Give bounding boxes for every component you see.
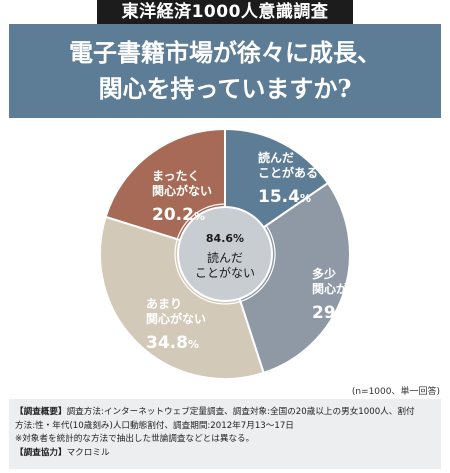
slice-value-unit: % <box>300 192 311 205</box>
overview-text-1: 調査方法:インターネットウェブ定量調査、調査対象:全国の20歳以上の男女1000… <box>66 407 415 417</box>
sample-size-note: (n=1000、単一回答) <box>351 387 440 397</box>
overview-line-3: ※対象者を統計的な方法で抽出した世論調査などとは異なる。 <box>15 434 255 445</box>
slice-label-line2: ことがある <box>258 165 318 180</box>
survey-info-box: 【調査概要】調査方法:インターネットウェブ定量調査、調査対象:全国の20歳以上の… <box>9 399 441 469</box>
overview-line-1: 【調査概要】調査方法:インターネットウェブ定量調査、調査対象:全国の20歳以上の… <box>15 406 435 420</box>
slice-somewhat-interested <box>223 181 351 375</box>
slice-value-unit: % <box>194 210 205 223</box>
headline-banner: 電子書籍市場が徐々に成長、 関心を持っていますか? <box>9 24 441 118</box>
headline-line-2: 関心を持っていますか? <box>98 74 352 103</box>
center-value-label: 84.6% <box>206 232 244 245</box>
slice-value-label: 15.4% <box>258 187 311 207</box>
slice-label-line1: まったく <box>152 169 200 183</box>
headline-line-1: 電子書籍市場が徐々に成長、 <box>69 38 381 67</box>
center-circle <box>177 206 273 302</box>
slice-label-line1: あまり <box>146 297 182 311</box>
center-label-line1: 読んだ <box>207 250 243 265</box>
center-label-line2: ことがない <box>195 265 255 280</box>
slice-value-label: 34.8% <box>146 333 199 353</box>
cooperation-tag: 【調査協力】 <box>15 447 67 458</box>
survey-series-tag: 東洋経済1000人意識調査 <box>97 0 353 24</box>
not-read-arc <box>174 203 276 305</box>
overview-tag: 【調査概要】 <box>15 407 67 417</box>
slice-label-line1: 多少 <box>312 266 336 281</box>
slice-label-line2: 関心がある <box>312 281 372 296</box>
cooperation-name: マクロミル <box>66 447 110 458</box>
donut-chart: 読んだことがある15.4%多少関心がある29.6%あまり関心がない34.8%まっ… <box>99 127 372 380</box>
slice-label-line2: 関心がない <box>152 183 212 198</box>
slice-value-unit: % <box>188 338 199 351</box>
slice-label-line1: 読んだ <box>258 150 294 165</box>
slice-label-line2: 関心がない <box>146 311 206 326</box>
overview-line-2: 方法:性・年代(10歳刻み)人口動態割付、調査期間:2012年7月13～17日 <box>15 420 294 431</box>
cooperation-line: 【調査協力】マクロミル <box>15 447 435 461</box>
slice-value-label: 20.2% <box>152 205 205 225</box>
slice-value-unit: % <box>354 308 365 321</box>
slice-value-label: 29.6% <box>312 303 365 323</box>
